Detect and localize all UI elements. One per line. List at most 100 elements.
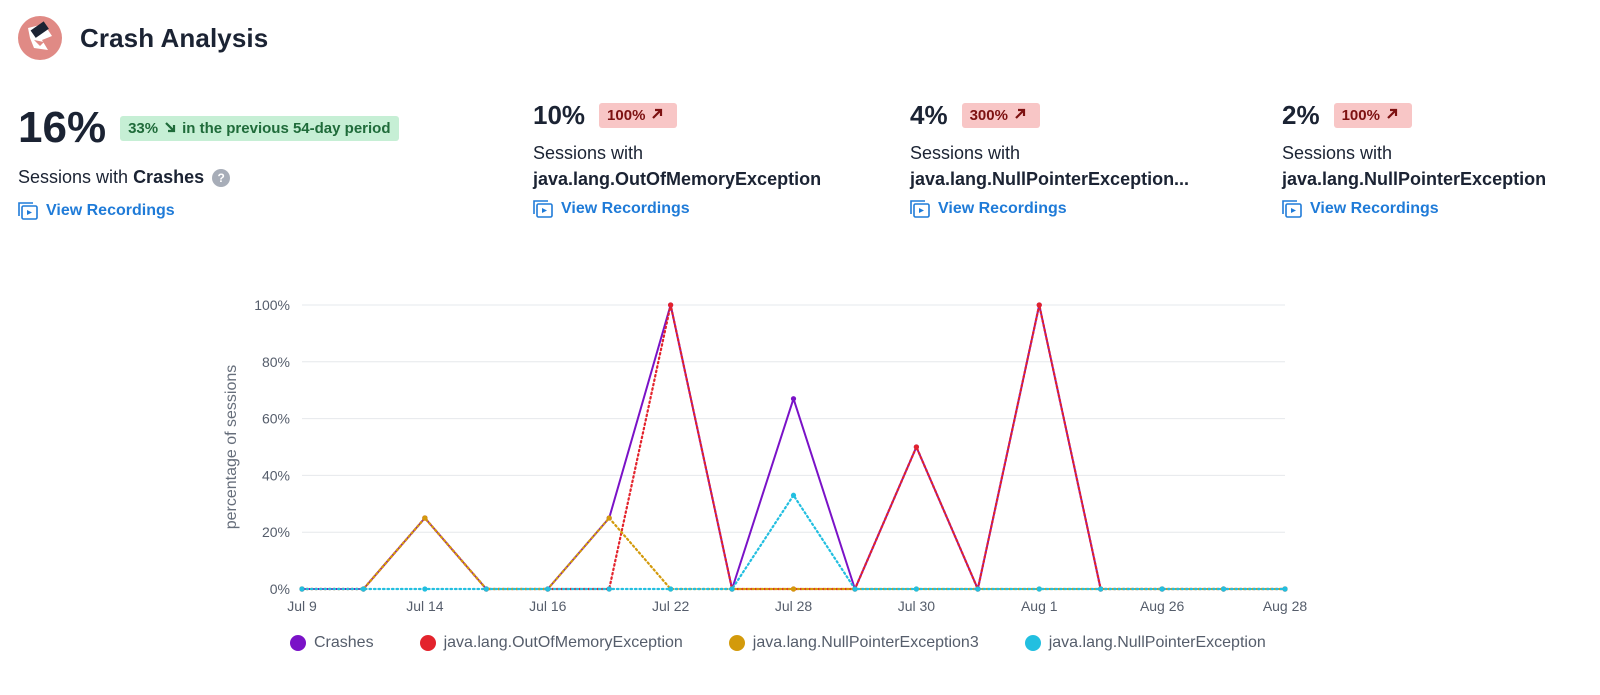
- video-icon: [533, 200, 553, 218]
- desc-prefix: Sessions with: [18, 167, 134, 187]
- chart-legend: Crashes java.lang.OutOfMemoryException j…: [290, 634, 1312, 652]
- x-tick-label: Jul 16: [529, 598, 567, 614]
- badge-value: 100%: [1341, 106, 1380, 124]
- data-point: [1036, 586, 1042, 592]
- legend-swatch: [290, 635, 306, 651]
- video-icon: [910, 200, 930, 218]
- link-label: View Recordings: [938, 200, 1067, 217]
- arrow-up-right-icon: [1386, 107, 1398, 124]
- legend-item-npe[interactable]: java.lang.NullPointerException: [1024, 634, 1266, 652]
- metric-description: Sessions with java.lang.NullPointerExcep…: [910, 140, 1189, 192]
- data-point: [360, 586, 367, 592]
- series-line: [300, 516, 1287, 591]
- legend-swatch: [728, 635, 745, 651]
- desc-bold: Crashes: [133, 167, 205, 187]
- data-point: [729, 586, 735, 592]
- y-tick-label: 100%: [254, 297, 290, 313]
- data-point: [668, 302, 674, 308]
- desc-bold: java.lang.NullPointerException: [1282, 169, 1547, 189]
- crash-icon: [18, 16, 62, 60]
- trend-badge: 100%: [599, 102, 678, 128]
- legend-item-oom[interactable]: java.lang.OutOfMemoryException: [419, 634, 683, 652]
- legend-label: Crashes: [314, 634, 374, 651]
- page-header: Crash Analysis: [18, 16, 268, 60]
- view-recordings-link[interactable]: View Recordings: [533, 200, 821, 218]
- x-tick-label: Jul 22: [652, 598, 690, 614]
- legend-swatch: [419, 635, 436, 651]
- data-point: [975, 586, 981, 592]
- y-axis-label: percentage of sessions: [223, 365, 240, 530]
- data-point: [1098, 586, 1104, 592]
- trend-badge: 33% in the previous 54-day period: [120, 115, 399, 141]
- metric-value: 10%: [533, 100, 586, 130]
- arrow-up-right-icon: [651, 107, 663, 124]
- video-icon: [1282, 200, 1302, 218]
- arrow-up-right-icon: [1014, 107, 1026, 124]
- desc-bold: java.lang.NullPointerException...: [910, 169, 1190, 189]
- data-point: [422, 515, 428, 521]
- crash-line-chart: 0% 20% 40% 60% 80% 100% percentage of sessions…: [223, 297, 1308, 614]
- data-point: [1036, 302, 1042, 308]
- x-tick-label: Aug 1: [1021, 598, 1058, 614]
- desc-prefix: Sessions with: [1282, 143, 1393, 163]
- legend-item-crashes[interactable]: Crashes: [290, 634, 374, 652]
- data-point: [790, 586, 797, 592]
- y-tick-label: 60%: [262, 411, 290, 427]
- data-point: [790, 396, 797, 402]
- data-point: [422, 586, 428, 592]
- legend-label: java.lang.OutOfMemoryException: [443, 634, 683, 651]
- link-label: View Recordings: [1310, 200, 1439, 217]
- badge-value: 33%: [128, 119, 159, 137]
- view-recordings-link[interactable]: View Recordings: [18, 202, 399, 220]
- y-tick-label: 20%: [262, 524, 290, 540]
- badge-value: 300%: [969, 106, 1008, 124]
- x-tick-label: Aug 26: [1140, 598, 1185, 614]
- trend-badge: 100%: [1333, 102, 1412, 128]
- link-label: View Recordings: [561, 200, 690, 217]
- series-line: [300, 494, 1287, 591]
- x-tick-label: Jul 30: [898, 598, 936, 614]
- badge-note: in the previous 54-day period: [182, 119, 391, 137]
- data-point: [606, 515, 612, 521]
- badge-value: 100%: [607, 106, 646, 124]
- legend-swatch: [1024, 635, 1041, 651]
- metric-description: Sessions with java.lang.OutOfMemoryExcep…: [533, 140, 821, 192]
- data-point: [606, 586, 612, 592]
- data-point: [913, 444, 919, 450]
- y-tick-label: 40%: [262, 467, 290, 483]
- data-point: [1282, 586, 1288, 592]
- trend-badge: 300%: [961, 102, 1040, 128]
- data-point: [1159, 586, 1165, 592]
- data-point: [852, 586, 858, 592]
- desc-prefix: Sessions with: [533, 143, 644, 163]
- metric-value: 16%: [18, 103, 107, 152]
- metric-value: 4%: [910, 100, 948, 130]
- metric-value: 2%: [1282, 100, 1320, 130]
- legend-label: java.lang.NullPointerException: [1048, 634, 1266, 651]
- x-tick-label: Jul 9: [287, 598, 317, 614]
- arrow-down-right-icon: [164, 120, 176, 137]
- metric-crashes: 16% 33% in the previous 54-day period Se…: [18, 104, 399, 220]
- video-icon: [18, 202, 38, 220]
- data-point: [299, 586, 305, 592]
- data-point: [545, 586, 551, 592]
- view-recordings-link[interactable]: View Recordings: [910, 200, 1189, 218]
- x-tick-label: Aug 28: [1263, 598, 1308, 614]
- data-point: [790, 492, 797, 498]
- data-point: [913, 586, 919, 592]
- data-point: [1220, 586, 1227, 592]
- metric-npe3: 4% 300% Sessions with java.lang.NullPoin…: [910, 100, 1189, 218]
- y-tick-label: 0%: [270, 581, 290, 597]
- data-point: [483, 586, 489, 592]
- view-recordings-link[interactable]: View Recordings: [1282, 200, 1546, 218]
- page-title: Crash Analysis: [80, 22, 269, 53]
- help-icon[interactable]: ?: [212, 169, 231, 188]
- x-tick-label: Jul 14: [406, 598, 444, 614]
- legend-item-npe3[interactable]: java.lang.NullPointerException3: [728, 634, 979, 652]
- desc-prefix: Sessions with: [910, 143, 1021, 163]
- x-tick-label: Jul 28: [775, 598, 813, 614]
- desc-bold: java.lang.OutOfMemoryException: [533, 169, 822, 189]
- metric-description: Sessions with Crashes?: [18, 164, 399, 190]
- metric-description: Sessions with java.lang.NullPointerExcep…: [1282, 140, 1546, 192]
- y-tick-label: 80%: [262, 354, 290, 370]
